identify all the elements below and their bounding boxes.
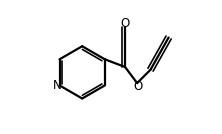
Text: O: O	[134, 79, 143, 93]
Text: O: O	[121, 17, 130, 30]
Text: N: N	[53, 79, 61, 92]
